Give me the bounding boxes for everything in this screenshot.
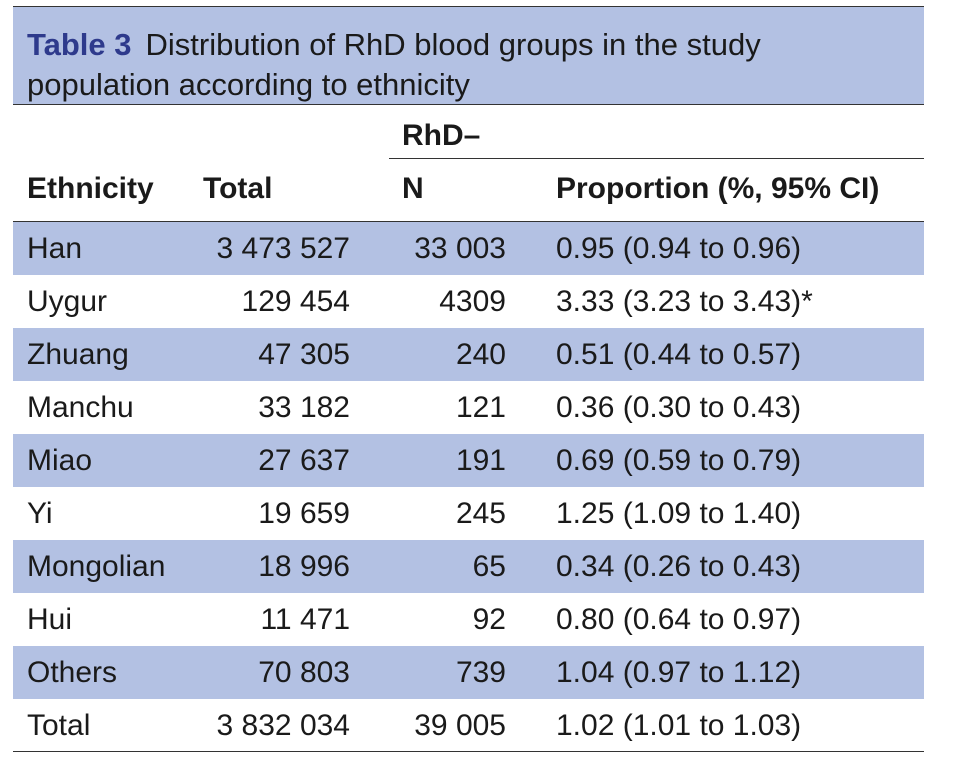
- cell-proportion: 0.80 (0.64 to 0.97): [556, 603, 802, 636]
- cell-ethnicity: Uygur: [27, 285, 108, 318]
- data-table: Table 3 Distribution of RhD blood groups …: [13, 6, 924, 752]
- cell-proportion: 0.36 (0.30 to 0.43): [556, 391, 802, 424]
- cell-ethnicity: Han: [27, 232, 83, 265]
- cell-ethnicity: Others: [27, 656, 118, 689]
- cell-total: 3 473 527: [216, 232, 350, 265]
- cell-n: 240: [455, 338, 506, 371]
- cell-ethnicity: Hui: [27, 603, 73, 636]
- cell-total: 27 637: [258, 444, 350, 477]
- table-header: RhD– Ethnicity Total N Proportion (%, 95…: [13, 105, 924, 222]
- cell-n: 4309: [439, 285, 506, 318]
- table-row: Manchu 33 182 121 0.36 (0.30 to 0.43): [13, 381, 924, 434]
- cell-total: 19 659: [258, 497, 350, 530]
- cell-ethnicity: Zhuang: [27, 338, 129, 371]
- cell-n: 245: [455, 497, 506, 530]
- table-body: Han 3 473 527 33 003 0.95 (0.94 to 0.96) Uyg…: [13, 222, 924, 752]
- cell-total: 18 996: [258, 550, 350, 583]
- table-caption: Table 3 Distribution of RhD blood groups …: [13, 6, 924, 105]
- cell-n: 121: [455, 391, 506, 424]
- cell-n: 65: [472, 550, 506, 583]
- cell-total: 33 182: [258, 391, 350, 424]
- cell-proportion: 1.02 (1.01 to 1.03): [556, 709, 802, 742]
- cell-proportion: 0.34 (0.26 to 0.43): [556, 550, 802, 583]
- header-ethnicity: Ethnicity: [27, 172, 154, 205]
- cell-proportion: 0.51 (0.44 to 0.57): [556, 338, 802, 371]
- cell-proportion: 3.33 (3.23 to 3.43)*: [556, 285, 813, 318]
- cell-n: 191: [455, 444, 506, 477]
- table-row: Mongolian 18 996 65 0.34 (0.26 to 0.43): [13, 540, 924, 593]
- cell-ethnicity: Yi: [27, 497, 53, 530]
- table-row: Han 3 473 527 33 003 0.95 (0.94 to 0.96): [13, 222, 924, 275]
- table-row: Zhuang 47 305 240 0.51 (0.44 to 0.57): [13, 328, 924, 381]
- cell-total: 47 305: [258, 338, 350, 371]
- table-row: Hui 11 471 92 0.80 (0.64 to 0.97): [13, 593, 924, 646]
- cell-total: 70 803: [258, 656, 350, 689]
- cell-n: 739: [455, 656, 506, 689]
- cell-proportion: 0.95 (0.94 to 0.96): [556, 232, 802, 265]
- cell-total: 11 471: [260, 603, 350, 636]
- table-label: Table 3: [27, 27, 132, 62]
- header-total: Total: [203, 172, 273, 205]
- table-row: Total 3 832 034 39 005 1.02 (1.01 to 1.03): [13, 699, 924, 752]
- table-row: Uygur 129 454 4309 3.33 (3.23 to 3.43)*: [13, 275, 924, 328]
- cell-total: 129 454: [241, 285, 350, 318]
- cell-ethnicity: Manchu: [27, 391, 134, 424]
- table-title: Distribution of RhD blood groups in the …: [27, 27, 761, 102]
- cell-ethnicity: Total: [27, 709, 91, 742]
- table-row: Miao 27 637 191 0.69 (0.59 to 0.79): [13, 434, 924, 487]
- cell-proportion: 1.25 (1.09 to 1.40): [556, 497, 802, 530]
- cell-total: 3 832 034: [216, 709, 350, 742]
- header-group-rhd-negative: RhD–: [402, 119, 481, 152]
- cell-ethnicity: Mongolian: [27, 550, 166, 583]
- cell-ethnicity: Miao: [27, 444, 93, 477]
- cell-proportion: 1.04 (0.97 to 1.12): [556, 656, 802, 689]
- cell-n: 92: [472, 603, 506, 636]
- table-row: Yi 19 659 245 1.25 (1.09 to 1.40): [13, 487, 924, 540]
- header-proportion: Proportion (%, 95% CI): [556, 172, 880, 205]
- cell-n: 33 003: [414, 232, 506, 265]
- cell-proportion: 0.69 (0.59 to 0.79): [556, 444, 802, 477]
- header-group-rule: [389, 158, 924, 159]
- table-row: Others 70 803 739 1.04 (0.97 to 1.12): [13, 646, 924, 699]
- cell-n: 39 005: [414, 709, 506, 742]
- header-n: N: [402, 172, 424, 205]
